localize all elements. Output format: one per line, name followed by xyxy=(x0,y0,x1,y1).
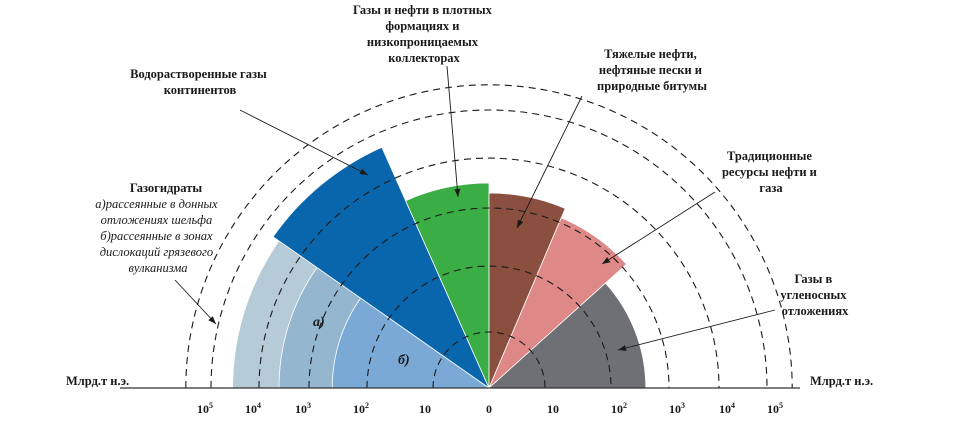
leader-heavy-oil-arrowhead xyxy=(517,219,524,228)
tick-right-2: 102 xyxy=(611,401,627,416)
leader-traditional xyxy=(601,191,716,265)
label-gas-hydrates-notes: а)рассеянные в донных отложениях шельфа … xyxy=(95,197,220,275)
tick-label-group: 105 104 103 102 10 0 10 102 103 104 105 xyxy=(197,401,783,416)
dashed-ring-group xyxy=(185,84,793,389)
sector-traditional xyxy=(488,217,628,389)
tick-right-3: 103 xyxy=(669,401,685,416)
leader-coal-gas-arrowhead xyxy=(618,345,627,351)
tick-left-2: 104 xyxy=(245,401,261,416)
leader-dissolved-gas xyxy=(239,109,369,176)
tick-right-4: 104 xyxy=(719,401,735,416)
leader-tight-formations-arrowhead xyxy=(454,188,461,197)
label-gas-hydrates: Газогидраты xyxy=(130,181,203,195)
tick-left-4: 102 xyxy=(353,401,369,416)
tick-left-1: 105 xyxy=(197,401,213,416)
sector-gas-hydrates-c xyxy=(331,297,491,389)
leader-heavy-oil xyxy=(516,95,583,229)
tick-left-6: 0 xyxy=(486,402,492,416)
label-coal-gas: Газы в угленосных отложениях xyxy=(780,272,849,318)
dashed-ring-3 xyxy=(308,207,670,389)
outer-dashed-circle xyxy=(185,84,793,389)
dashed-ring-5 xyxy=(210,109,768,389)
tick-right-1: 10 xyxy=(547,402,559,416)
leader-traditional-arrowhead xyxy=(602,257,611,264)
sector-tight-formations xyxy=(405,182,490,389)
axis-unit-right: Млрд.т н.э. xyxy=(810,374,873,388)
label-dissolved-gas: Водорастворенные газы континентов xyxy=(130,67,270,97)
dashed-ring-1 xyxy=(432,331,546,389)
label-heavy-oil: Тяжелые нефти, нефтяные пески и природны… xyxy=(597,47,707,93)
tick-left-3: 103 xyxy=(295,401,311,416)
leader-tight-formations xyxy=(446,65,459,198)
leader-coal-gas xyxy=(617,309,776,351)
label-tight-formations: Газы и нефти в плотных формациях и низко… xyxy=(353,3,495,65)
leader-gas-hydrates-arrowhead xyxy=(208,316,216,324)
sector-group xyxy=(232,146,647,390)
sector-dissolved-gas xyxy=(272,146,490,390)
tick-left-5: 10 xyxy=(419,402,431,416)
inner-label-b: б) xyxy=(398,353,410,368)
label-traditional: Традиционные ресурсы нефти и газа xyxy=(722,149,820,195)
sector-coal-gas xyxy=(487,282,647,389)
dashed-ring-2 xyxy=(366,265,612,389)
leader-dissolved-gas-arrowhead xyxy=(359,168,368,175)
inner-label-a: а) xyxy=(313,315,325,330)
axis-unit-left: Млрд.т н.э. xyxy=(66,374,129,388)
tick-right-5: 105 xyxy=(767,401,783,416)
leader-gas-hydrates xyxy=(174,279,217,325)
leader-line-group xyxy=(174,65,776,351)
dashed-ring-4 xyxy=(258,157,720,389)
sector-heavy-oil xyxy=(488,192,566,389)
